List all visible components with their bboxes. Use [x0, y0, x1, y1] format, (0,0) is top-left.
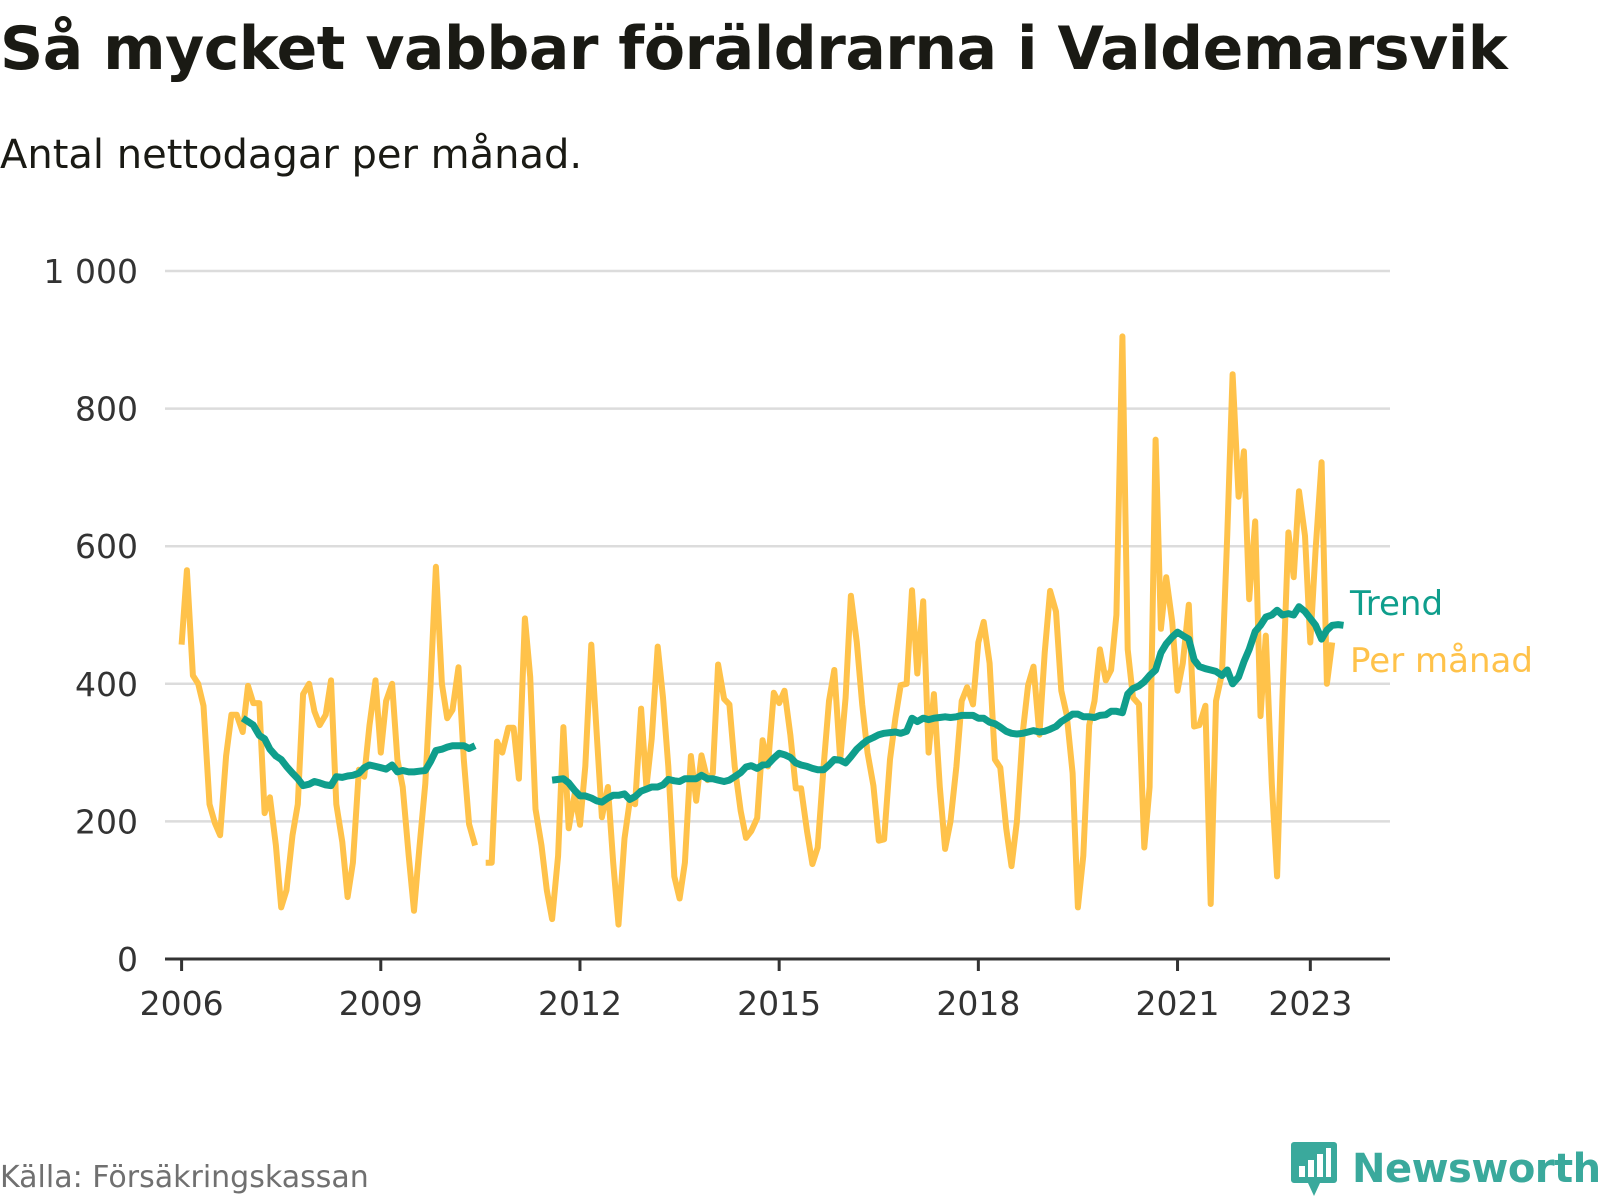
source-note: Källa: Försäkringskassan: [0, 1160, 369, 1195]
y-tick-label: 600: [75, 527, 138, 566]
x-tick-label: 2015: [737, 984, 821, 1023]
brand-logo: Newsworthy: [1290, 1140, 1600, 1198]
y-tick-label: 200: [75, 802, 138, 841]
x-tick-label: 2009: [339, 984, 423, 1023]
y-tick-label: 800: [75, 390, 138, 429]
y-tick-label: 400: [75, 665, 138, 704]
y-tick-label: 0: [117, 940, 138, 979]
x-tick-label: 2021: [1136, 984, 1220, 1023]
legend-label-trend: Trend: [1349, 584, 1443, 624]
series-line: [178, 563, 478, 914]
series-line: [485, 333, 1336, 928]
x-tick-label: 2018: [936, 984, 1020, 1023]
x-tick-label: 2023: [1268, 984, 1352, 1023]
x-tick-label: 2012: [538, 984, 622, 1023]
gridlines: [165, 269, 1390, 823]
newsworthy-logo-icon: [1291, 1142, 1337, 1196]
series-line: [240, 715, 477, 790]
y-axis: 0 200 400 600 800 1 000: [44, 252, 138, 979]
series-line: [551, 603, 1344, 806]
x-tick-label: 2006: [140, 984, 224, 1023]
chart-subtitle: Antal nettodagar per månad.: [0, 132, 583, 178]
chart-title: Så mycket vabbar föräldrarna i Valdemars…: [0, 14, 1508, 84]
legend-label-per-manad: Per månad: [1350, 641, 1533, 681]
y-tick-label: 1 000: [44, 252, 138, 291]
series-trend: [240, 603, 1344, 806]
series-layer: [178, 333, 1344, 928]
x-axis: 2006 2009 2012 2015 2018 2021 2023: [140, 957, 1390, 1023]
brand-name: Newsworthy: [1352, 1146, 1600, 1192]
series-per-m-nad: [178, 333, 1336, 928]
